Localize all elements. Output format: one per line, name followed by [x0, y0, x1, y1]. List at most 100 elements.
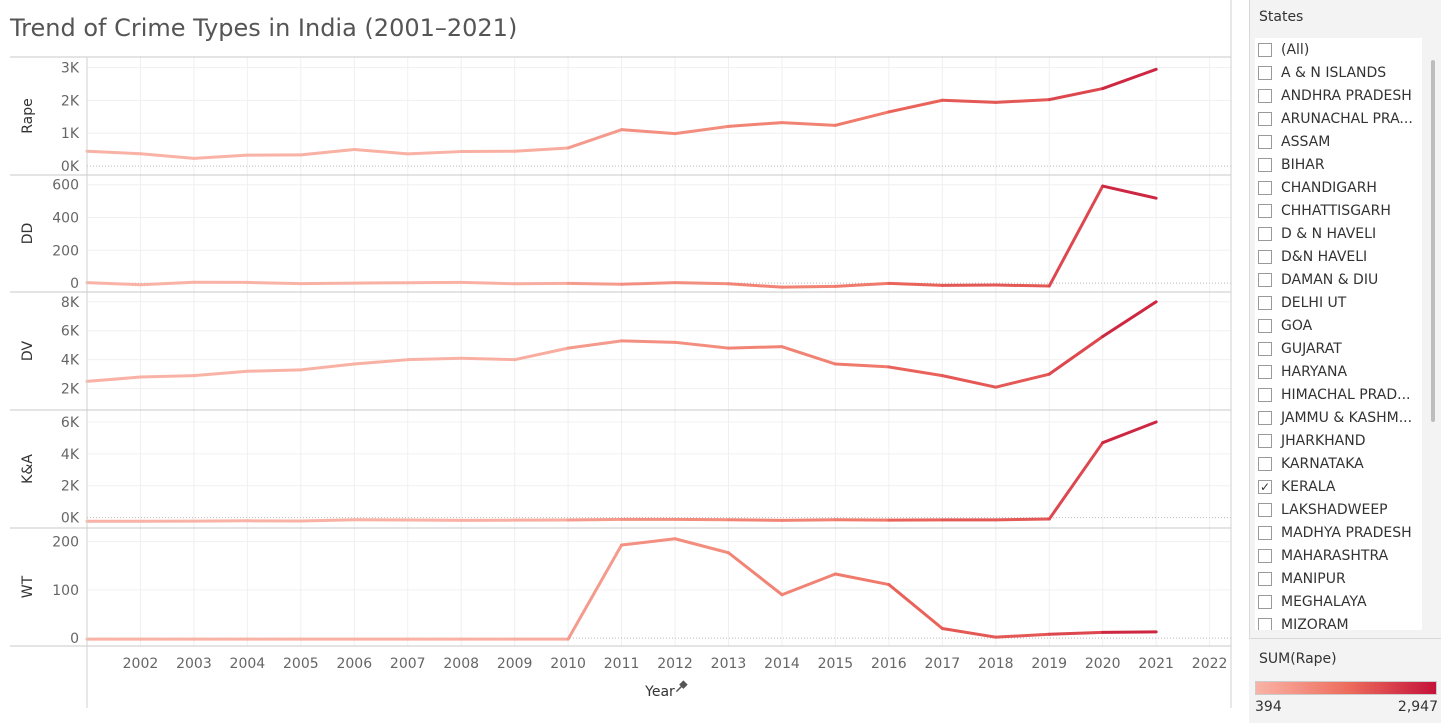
state-checkbox[interactable]: [1258, 388, 1272, 402]
state-checkbox[interactable]: [1258, 250, 1272, 264]
series-segment: [782, 123, 835, 126]
state-label: MAHARASHTRA: [1281, 548, 1388, 564]
state-filter-item[interactable]: GOA: [1258, 316, 1312, 336]
series-segment: [461, 282, 514, 283]
state-checkbox[interactable]: ✓: [1258, 480, 1272, 494]
y-tick-label: 0: [70, 631, 79, 647]
state-checkbox[interactable]: [1258, 572, 1272, 586]
state-filter-item[interactable]: D & N HAVELI: [1258, 224, 1376, 244]
state-label: (All): [1281, 42, 1309, 58]
state-checkbox[interactable]: [1258, 549, 1272, 563]
state-filter-item[interactable]: JAMMU & KASHM...: [1258, 408, 1412, 428]
state-filter-item[interactable]: HARYANA: [1258, 362, 1347, 382]
state-checkbox[interactable]: [1258, 595, 1272, 609]
state-checkbox[interactable]: [1258, 43, 1272, 57]
series-segment: [568, 130, 621, 148]
state-label: A & N ISLANDS: [1281, 65, 1386, 81]
state-filter-item[interactable]: KARNATAKA: [1258, 454, 1364, 474]
series-segment: [782, 286, 835, 287]
state-filter-item[interactable]: MANIPUR: [1258, 569, 1346, 589]
state-checkbox[interactable]: [1258, 319, 1272, 333]
state-checkbox[interactable]: [1258, 158, 1272, 172]
y-tick-label: 2K: [61, 479, 80, 495]
state-label: ANDHRA PRADESH: [1281, 88, 1412, 104]
panel-label: WT: [20, 575, 36, 598]
state-checkbox[interactable]: [1258, 296, 1272, 310]
state-filter-item[interactable]: D&N HAVELI: [1258, 247, 1367, 267]
y-tick-label: 4K: [61, 353, 80, 369]
state-checkbox[interactable]: [1258, 365, 1272, 379]
state-checkbox[interactable]: [1258, 273, 1272, 287]
series-segment: [996, 285, 1049, 286]
state-filter-item[interactable]: ARUNACHAL PRA...: [1258, 109, 1413, 129]
state-label: ARUNACHAL PRA...: [1281, 111, 1413, 127]
state-checkbox[interactable]: [1258, 618, 1272, 630]
state-filter-item[interactable]: (All): [1258, 40, 1309, 60]
state-filter-item[interactable]: MIZORAM: [1258, 615, 1349, 630]
state-label: DELHI UT: [1281, 295, 1346, 311]
state-filter-item[interactable]: CHHATTISGARH: [1258, 201, 1391, 221]
state-checkbox[interactable]: [1258, 342, 1272, 356]
state-filter-item[interactable]: MADHYA PRADESH: [1258, 523, 1412, 543]
x-tick-label: 2010: [550, 656, 586, 672]
filter-scrollbar-thumb[interactable]: [1431, 60, 1435, 422]
series-segment: [675, 342, 728, 348]
state-checkbox[interactable]: [1258, 66, 1272, 80]
series-segment: [835, 364, 888, 367]
x-tick-label: 2019: [1031, 656, 1067, 672]
series-segment: [622, 283, 675, 285]
state-checkbox[interactable]: [1258, 503, 1272, 517]
state-filter-item[interactable]: DELHI UT: [1258, 293, 1346, 313]
state-filter-item[interactable]: HIMACHAL PRAD...: [1258, 385, 1411, 405]
state-filter-list[interactable]: (All) A & N ISLANDS ANDHRA PRADESH ARUNACHA…: [1255, 38, 1422, 630]
state-filter-item[interactable]: DAMAN & DIU: [1258, 270, 1378, 290]
state-filter-item[interactable]: JHARKHAND: [1258, 431, 1366, 451]
state-filter-item[interactable]: LAKSHADWEEP: [1258, 500, 1388, 520]
x-tick-label: 2005: [283, 656, 319, 672]
state-filter-item[interactable]: MEGHALAYA: [1258, 592, 1367, 612]
state-filter-item[interactable]: BIHAR: [1258, 155, 1325, 175]
state-checkbox[interactable]: [1258, 204, 1272, 218]
series-segment: [140, 154, 193, 159]
y-tick-label: 200: [52, 243, 79, 259]
series-segment: [1049, 186, 1102, 286]
panel-label: DV: [20, 341, 36, 362]
state-checkbox[interactable]: [1258, 434, 1272, 448]
state-checkbox[interactable]: [1258, 227, 1272, 241]
state-filter-item[interactable]: ANDHRA PRADESH: [1258, 86, 1412, 106]
series-segment: [728, 284, 781, 287]
legend-title: SUM(Rape): [1259, 651, 1337, 667]
x-axis-title: Year: [644, 684, 675, 700]
series-segment: [1049, 632, 1102, 634]
x-tick-label: 2015: [818, 656, 854, 672]
state-checkbox[interactable]: [1258, 89, 1272, 103]
y-tick-label: 6K: [61, 415, 80, 431]
state-checkbox[interactable]: [1258, 112, 1272, 126]
state-checkbox[interactable]: [1258, 181, 1272, 195]
legend-min-label: 394: [1255, 699, 1282, 715]
x-tick-label: 2008: [443, 656, 479, 672]
series-segment: [140, 282, 193, 284]
state-checkbox[interactable]: [1258, 457, 1272, 471]
state-filter-item[interactable]: A & N ISLANDS: [1258, 63, 1386, 83]
y-tick-label: 4K: [61, 447, 80, 463]
x-tick-label: 2018: [978, 656, 1014, 672]
state-label: MIZORAM: [1281, 617, 1349, 630]
state-filter-item[interactable]: ✓KERALA: [1258, 477, 1335, 497]
series-segment: [354, 360, 407, 364]
y-tick-label: 2K: [61, 93, 80, 109]
state-filter-item[interactable]: MAHARASHTRA: [1258, 546, 1388, 566]
state-checkbox[interactable]: [1258, 135, 1272, 149]
state-checkbox[interactable]: [1258, 526, 1272, 540]
x-tick-label: 2022: [1192, 656, 1228, 672]
state-filter-item[interactable]: GUJARAT: [1258, 339, 1342, 359]
series-segment: [728, 520, 781, 521]
filter-header: States: [1259, 9, 1303, 25]
y-tick-label: 100: [52, 583, 79, 599]
state-label: HIMACHAL PRAD...: [1281, 387, 1411, 403]
state-checkbox[interactable]: [1258, 411, 1272, 425]
x-tick-label: 2002: [123, 656, 159, 672]
state-filter-item[interactable]: ASSAM: [1258, 132, 1330, 152]
series-segment: [782, 347, 835, 364]
state-filter-item[interactable]: CHANDIGARH: [1258, 178, 1377, 198]
